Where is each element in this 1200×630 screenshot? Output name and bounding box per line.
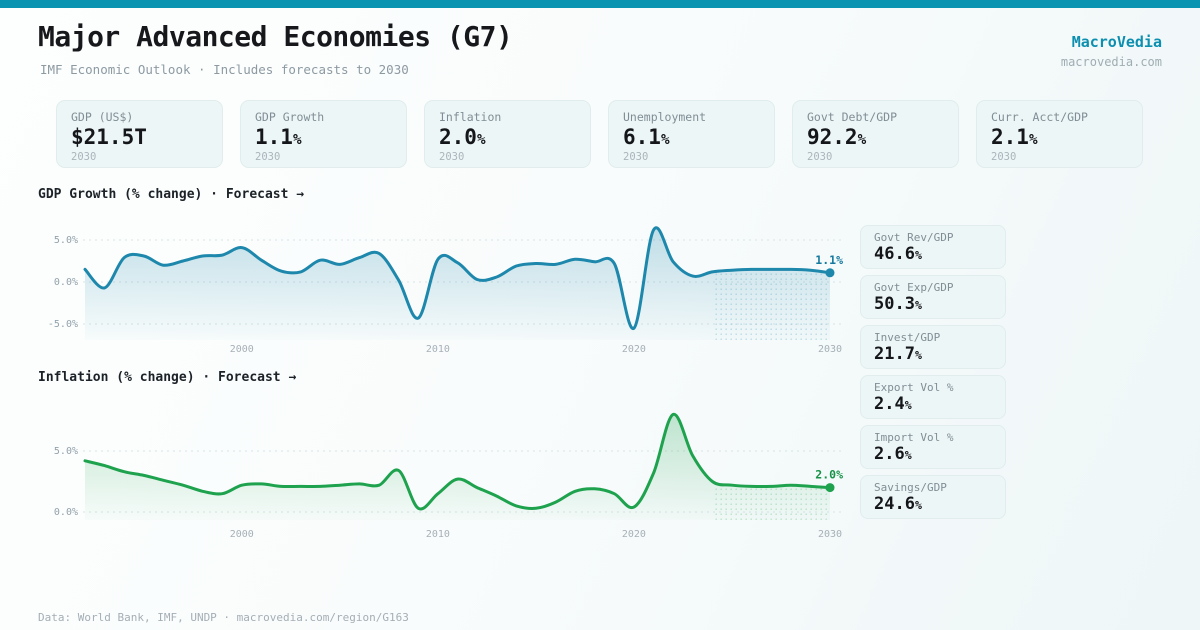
series-line — [83, 412, 832, 511]
page-title: Major Advanced Economies (G7) — [38, 20, 513, 53]
stat-label: Curr. Acct/GDP — [991, 110, 1088, 124]
stat-card-inflation: Inflation 2.0% 2030 — [424, 100, 591, 168]
inflation-chart-title: Inflation (% change) · Forecast → — [38, 370, 297, 385]
side-value: 21.7% — [874, 344, 922, 364]
series-end-label: 1.1% — [815, 253, 843, 267]
stat-year: 2030 — [439, 151, 465, 164]
x-axis-tick-label: 2000 — [230, 344, 254, 355]
side-value: 2.6% — [874, 444, 912, 464]
gdp-chart-title: GDP Growth (% change) · Forecast → — [38, 187, 305, 202]
stat-year: 2030 — [71, 151, 97, 164]
page-subtitle: IMF Economic Outlook · Includes forecast… — [40, 62, 409, 77]
side-card-import-vol: Import Vol % 2.6% — [860, 425, 1006, 469]
series-end-label: 2.0% — [815, 468, 843, 482]
side-card-govt-rev: Govt Rev/GDP 46.6% — [860, 225, 1006, 269]
stat-label: Inflation — [439, 110, 502, 124]
stat-label: GDP Growth — [255, 110, 325, 124]
side-card-invest: Invest/GDP 21.7% — [860, 325, 1006, 369]
stat-value: 92.2% — [807, 125, 867, 149]
stat-year: 2030 — [623, 151, 649, 164]
side-value: 50.3% — [874, 294, 922, 314]
side-label: Govt Rev/GDP — [874, 231, 954, 244]
x-axis-tick-label: 2030 — [818, 344, 842, 355]
side-value: 24.6% — [874, 494, 922, 514]
data-attribution: Data: World Bank, IMF, UNDP · macrovedia… — [38, 611, 409, 624]
forecast-dot-texture — [712, 481, 830, 520]
stat-label: Govt Debt/GDP — [807, 110, 898, 124]
stat-card-govt-debt: Govt Debt/GDP 92.2% 2030 — [792, 100, 959, 168]
stat-value: 1.1% — [255, 125, 302, 149]
stat-year: 2030 — [807, 151, 833, 164]
headline-stats-row: GDP (US$) $21.5T 2030 GDP Growth 1.1% 20… — [56, 100, 1143, 168]
side-label: Govt Exp/GDP — [874, 281, 954, 294]
brand-site-url: macrovedia.com — [1060, 55, 1162, 69]
x-axis-tick-label: 2010 — [426, 529, 450, 540]
y-axis-tick-label: 0.0% — [54, 507, 78, 518]
x-axis-tick-label: 2020 — [622, 529, 646, 540]
y-axis-tick-label: -5.0% — [48, 319, 78, 330]
side-value: 46.6% — [874, 244, 922, 264]
y-axis-tick-label: 5.0% — [54, 235, 78, 246]
side-label: Savings/GDP — [874, 481, 947, 494]
stat-card-gdp-growth: GDP Growth 1.1% 2030 — [240, 100, 407, 168]
side-card-govt-exp: Govt Exp/GDP 50.3% — [860, 275, 1006, 319]
stat-year: 2030 — [255, 151, 281, 164]
stat-label: Unemployment — [623, 110, 707, 124]
inflation-chart: 5.0% 0.0% 2000 2010 2020 2030 2.0% — [54, 412, 843, 540]
x-axis-tick-label: 2020 — [622, 344, 646, 355]
side-label: Import Vol % — [874, 431, 954, 444]
stat-card-current-account: Curr. Acct/GDP 2.1% 2030 — [976, 100, 1143, 168]
stat-card-unemployment: Unemployment 6.1% 2030 — [608, 100, 775, 168]
stat-value: 6.1% — [623, 125, 670, 149]
side-label: Invest/GDP — [874, 331, 941, 344]
stat-value: 2.1% — [991, 125, 1038, 149]
accent-top-bar — [0, 0, 1200, 8]
brand-name: MacroVedia — [1071, 33, 1162, 51]
side-label: Export Vol % — [874, 381, 954, 394]
series-line — [83, 226, 832, 330]
series-end-dot — [825, 483, 835, 493]
x-axis-tick-label: 2010 — [426, 344, 450, 355]
stat-value: 2.0% — [439, 125, 486, 149]
x-axis-tick-label: 2030 — [818, 529, 842, 540]
side-card-savings: Savings/GDP 24.6% — [860, 475, 1006, 519]
y-axis-tick-label: 5.0% — [54, 446, 78, 457]
stat-year: 2030 — [991, 151, 1017, 164]
stat-value: $21.5T — [71, 125, 147, 149]
secondary-stats-column: Govt Rev/GDP 46.6% Govt Exp/GDP 50.3% In… — [860, 225, 1006, 525]
series-end-dot — [825, 268, 835, 278]
gdp-growth-chart: 5.0% 0.0% -5.0% 2000 2010 2020 2030 1.1% — [48, 226, 843, 355]
side-card-export-vol: Export Vol % 2.4% — [860, 375, 1006, 419]
area-fill — [85, 414, 830, 520]
x-axis-tick-label: 2000 — [230, 529, 254, 540]
forecast-dot-texture — [712, 269, 830, 340]
side-value: 2.4% — [874, 394, 912, 414]
stat-card-gdp: GDP (US$) $21.5T 2030 — [56, 100, 223, 168]
area-fill — [85, 227, 830, 340]
stat-label: GDP (US$) — [71, 110, 134, 124]
y-axis-tick-label: 0.0% — [54, 277, 78, 288]
